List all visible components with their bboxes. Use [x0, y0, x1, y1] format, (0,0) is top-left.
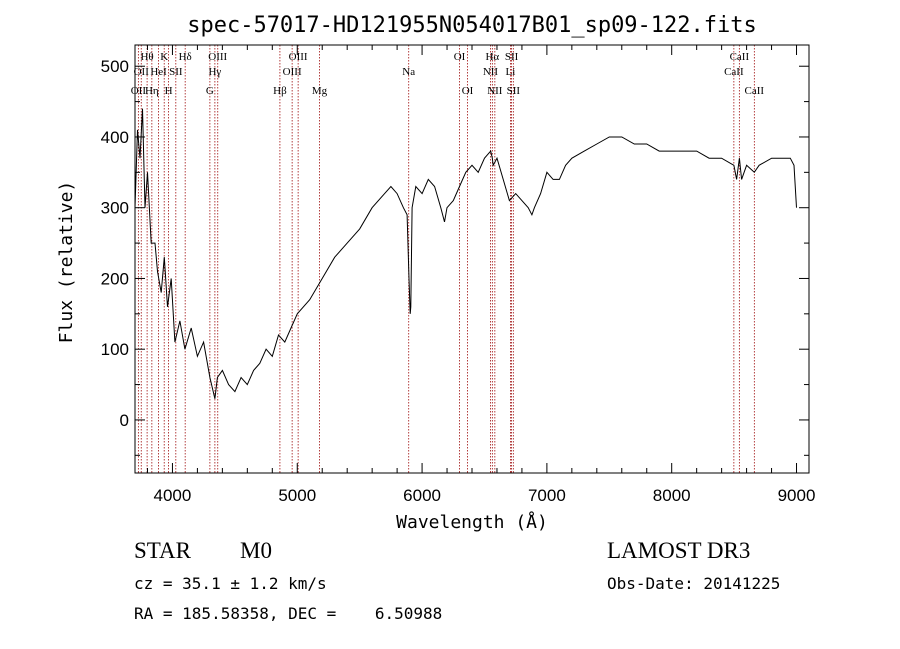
survey-name: LAMOST DR3 [607, 538, 751, 563]
line-label-13: OIII [283, 66, 302, 78]
line-label-27: CaII [745, 85, 765, 97]
line-labels: OII OII Hθ Hη HeI K H SII Hδ G Hγ OIII Hβ OIII OIII Mg N… [131, 51, 765, 97]
line-label-5: K [160, 51, 168, 63]
line-label-2: Hθ [140, 51, 153, 63]
x-tick-label-5: 9000 [778, 486, 816, 505]
y-tick-label-1: 100 [101, 340, 129, 359]
spectrum-line [134, 108, 797, 399]
line-label-19: NII [483, 66, 499, 78]
line-label-9: G [206, 85, 214, 97]
line-label-11: OIII [208, 51, 227, 63]
line-label-0: OII [131, 85, 147, 97]
line-label-14: OIII [289, 51, 308, 63]
line-markers [137, 45, 755, 473]
line-label-8: Hδ [179, 51, 192, 63]
plot-frame [134, 44, 810, 474]
y-tick-label-0: 0 [120, 411, 129, 430]
y-axis-label: Flux (relative) [56, 181, 77, 344]
line-label-21: NII [487, 85, 503, 97]
line-label-6: H [165, 85, 173, 97]
x-tick-label-4: 8000 [653, 486, 691, 505]
line-label-4: HeI [150, 66, 167, 78]
line-label-1: OII [134, 66, 150, 78]
line-label-7: SII [169, 66, 183, 78]
y-tick-label-5: 500 [101, 57, 129, 76]
line-label-23: SII [505, 51, 519, 63]
line-label-15: Mg [312, 85, 328, 97]
line-label-12: Hβ [273, 85, 287, 97]
line-label-24: SII [507, 85, 521, 97]
chart-title: spec-57017-HD121955N054017B01_sp09-122.f… [187, 13, 757, 38]
line-label-25: CaII [724, 66, 744, 78]
line-label-16: Na [402, 66, 415, 78]
y-tick-label-4: 400 [101, 128, 129, 147]
line-label-18: OI [462, 85, 474, 97]
x-tick-label-2: 6000 [403, 486, 441, 505]
axis-ticks [135, 45, 809, 473]
line-label-26: CaII [730, 51, 750, 63]
line-label-17: OI [454, 51, 466, 63]
x-tick-label-1: 5000 [278, 486, 316, 505]
spectral-subclass: M0 [240, 538, 272, 563]
redshift-readout: cz = 35.1 ± 1.2 km/s [134, 574, 327, 593]
x-axis-label: Wavelength (Å) [396, 511, 548, 533]
coordinates-readout: RA = 185.58358, DEC = 6.50988 [134, 604, 443, 623]
line-label-20: Hα [485, 51, 499, 63]
y-tick-label-3: 300 [101, 199, 129, 218]
line-label-10: Hγ [208, 66, 221, 78]
y-tick-label-2: 200 [101, 269, 129, 288]
x-tick-label-0: 4000 [154, 486, 192, 505]
observation-date: Obs-Date: 20141225 [607, 574, 781, 593]
line-label-3: Hη [145, 85, 159, 97]
x-tick-label-3: 7000 [528, 486, 566, 505]
tick-labels: 4000 5000 6000 7000 8000 9000 0 100 200 300 400 500 [101, 57, 816, 505]
object-class: STAR [134, 538, 191, 563]
line-label-22: Li [506, 66, 516, 78]
